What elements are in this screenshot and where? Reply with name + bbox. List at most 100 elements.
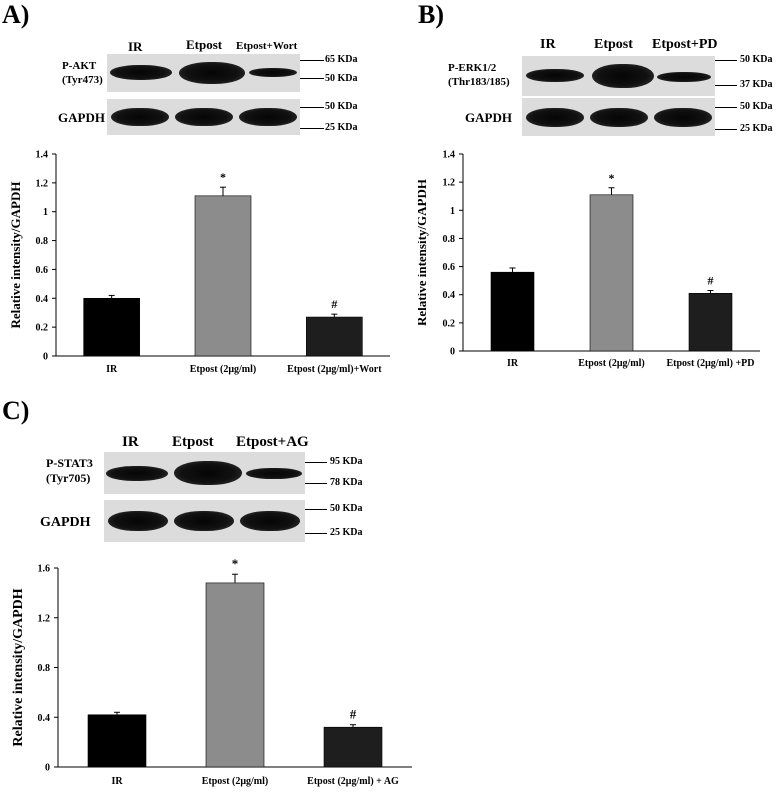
chart-b-ytick-label-7: 1.4 bbox=[443, 150, 456, 161]
blot-b-band-inhibitor bbox=[657, 72, 711, 82]
blot-c-protein: P-STAT3 bbox=[46, 456, 93, 470]
chart-a-ytick-label-4: 0.8 bbox=[36, 236, 49, 247]
blot-a-marker-1: 65 KDa bbox=[325, 54, 358, 65]
panel-c-label: C) bbox=[2, 396, 30, 425]
chart-c-annotation-2: # bbox=[350, 707, 357, 722]
chart-a-bar-0 bbox=[83, 297, 140, 357]
bar-chart-b: 0 0.2 0.4 0.6 0.8 1 1.2 1.4 Relative intensity/G… bbox=[418, 150, 760, 369]
chart-c-category-label-0: IR bbox=[111, 776, 123, 787]
blot-b-row-label: P-ERK1/2 (Thr183/185) bbox=[448, 62, 510, 90]
blot-c-row-label: P-STAT3 (Tyr705) bbox=[46, 456, 93, 486]
blot-a-marker-2: 50 KDa bbox=[325, 73, 358, 84]
chart-c-ytick-label-2: 0.8 bbox=[38, 663, 51, 674]
chart-a-ytick-label-3: 0.6 bbox=[36, 265, 49, 276]
blot-c-band-inhibitor bbox=[246, 468, 302, 479]
bar-chart-a: 0 0.2 0.4 0.6 0.8 1 1.2 1.4 Relative intensity/G… bbox=[8, 150, 390, 375]
blot-c-lane-etpost: Etpost bbox=[172, 434, 214, 450]
chart-a-ylabel: Relative intensity/GAPDH bbox=[8, 182, 23, 329]
chart-c-bar-2 bbox=[323, 726, 383, 768]
blot-c-marker-line-4 bbox=[305, 533, 327, 534]
blot-a-marker-3: 50 KDa bbox=[325, 101, 358, 112]
blot-a-marker-4: 25 KDa bbox=[325, 122, 358, 133]
chart-c-ylabel: Relative intensity/GAPDH bbox=[11, 588, 26, 746]
blot-a-band-inhibitor bbox=[249, 68, 297, 77]
chart-a-annotation-2: # bbox=[331, 297, 337, 311]
chart-b-ytick-label-2: 0.4 bbox=[443, 290, 456, 301]
blot-b-marker-line-3 bbox=[715, 107, 737, 108]
chart-b-ytick-label-0: 0 bbox=[450, 347, 455, 358]
blot-a-lane-etpost: Etpost bbox=[186, 37, 223, 52]
blot-b-band-ir bbox=[526, 69, 584, 82]
blot-c-lane-inhibitor: Etpost+AG bbox=[236, 434, 309, 450]
chart-c-ytick-label-4: 1.6 bbox=[38, 564, 51, 575]
blot-a-marker-line-4 bbox=[300, 128, 324, 129]
blot-a-gapdh-band-1 bbox=[111, 108, 169, 126]
bar-chart-c: 0 0.4 0.8 1.2 1.6 Relative intensity/GAPDH IR *… bbox=[11, 556, 412, 787]
blot-b-lane-etpost: Etpost bbox=[594, 37, 633, 52]
chart-b-ytick-label-5: 1 bbox=[450, 206, 455, 217]
chart-b-category-label-1: Etpost (2μg/ml) bbox=[578, 358, 645, 369]
blot-a-gapdh bbox=[107, 99, 300, 135]
blot-b-marker-line-4 bbox=[715, 129, 737, 130]
blot-a-lane-inhibitor: Etpost+Wort bbox=[236, 40, 298, 52]
blot-b-gapdh-band-1 bbox=[526, 108, 584, 127]
chart-a-category-label-1: Etpost (2μg/ml) bbox=[190, 364, 257, 375]
blot-a-lane-ir: IR bbox=[128, 39, 143, 54]
chart-b-bar-2 bbox=[688, 293, 733, 352]
chart-b-ytick-label-1: 0.2 bbox=[443, 318, 456, 329]
blot-b-protein: P-ERK1/2 bbox=[448, 62, 497, 74]
blot-b-gapdh-band-3 bbox=[654, 108, 712, 127]
blot-b-lane-inhibitor: Etpost+PD bbox=[652, 37, 718, 52]
chart-c-ytick-label-3: 1.2 bbox=[38, 613, 51, 624]
chart-c-ytick-label-1: 0.4 bbox=[38, 713, 51, 724]
chart-a-category-label-2: Etpost (2μg/ml)+Wort bbox=[287, 364, 382, 375]
blot-a-band-etpost bbox=[179, 62, 245, 84]
chart-c-annotation-1: * bbox=[232, 556, 239, 571]
blot-c-gapdh bbox=[104, 500, 305, 542]
chart-a-category-label-0: IR bbox=[106, 364, 118, 375]
blot-b-marker-2: 37 KDa bbox=[740, 79, 773, 90]
blot-c-marker-3: 50 KDa bbox=[330, 503, 363, 514]
chart-b-annotation-2: # bbox=[708, 273, 714, 287]
blot-b-marker-3: 50 KDa bbox=[740, 101, 773, 112]
chart-b-category-label-2: Etpost (2μg/ml) +PD bbox=[666, 358, 754, 369]
chart-c-category-label-2: Etpost (2μg/ml) + AG bbox=[307, 776, 399, 787]
blot-c-lane-ir: IR bbox=[122, 434, 139, 450]
blot-a-marker-line-1 bbox=[300, 60, 324, 61]
blot-c-band-ir bbox=[106, 466, 168, 481]
chart-c-bar-1 bbox=[205, 582, 265, 768]
chart-b-category-label-0: IR bbox=[507, 358, 519, 369]
blot-a-gapdh-band-3 bbox=[239, 108, 297, 126]
blot-c-gapdh-band-2 bbox=[174, 511, 234, 531]
blot-c-band-etpost bbox=[174, 461, 242, 485]
blot-a-site: (Tyr473) bbox=[62, 73, 103, 86]
blot-c-marker-4: 25 KDa bbox=[330, 527, 363, 538]
chart-c-ytick-label-0: 0 bbox=[45, 763, 50, 774]
blot-c-gapdh-label: GAPDH bbox=[40, 515, 91, 530]
blot-c-marker-2: 78 KDa bbox=[330, 477, 363, 488]
blot-c-site: (Tyr705) bbox=[46, 471, 91, 485]
blot-a-marker-line-2 bbox=[300, 78, 324, 79]
chart-a-annotation-1: * bbox=[220, 170, 226, 184]
chart-b-annotation-1: * bbox=[609, 171, 615, 185]
blot-b-gapdh-band-2 bbox=[590, 108, 648, 127]
chart-a-ytick-label-6: 1.2 bbox=[36, 178, 49, 189]
chart-a-ytick-label-2: 0.4 bbox=[36, 294, 49, 305]
blot-a-band-ir bbox=[110, 65, 172, 80]
blot-a-marker-line-3 bbox=[300, 107, 324, 108]
chart-a-ytick-label-1: 0.2 bbox=[36, 323, 49, 334]
chart-c-category-label-1: Etpost (2μg/ml) bbox=[202, 776, 269, 787]
blot-b-marker-1: 50 KDa bbox=[740, 54, 773, 65]
blot-b-marker-4: 25 KDa bbox=[740, 123, 773, 134]
blot-b-marker-line-1 bbox=[715, 60, 737, 61]
panel-a-label: A) bbox=[2, 0, 30, 29]
blot-b-gapdh bbox=[522, 98, 715, 136]
blot-a-phospho bbox=[107, 54, 300, 92]
blot-c-gapdh-band-3 bbox=[240, 511, 300, 531]
chart-a-ytick-label-5: 1 bbox=[43, 207, 48, 218]
chart-b-ytick-label-3: 0.6 bbox=[443, 262, 456, 273]
chart-b-bar-1 bbox=[589, 194, 634, 352]
blot-c-marker-line-3 bbox=[305, 509, 327, 510]
blot-a-gapdh-label: GAPDH bbox=[58, 110, 105, 125]
chart-c-bar-0 bbox=[87, 714, 147, 768]
